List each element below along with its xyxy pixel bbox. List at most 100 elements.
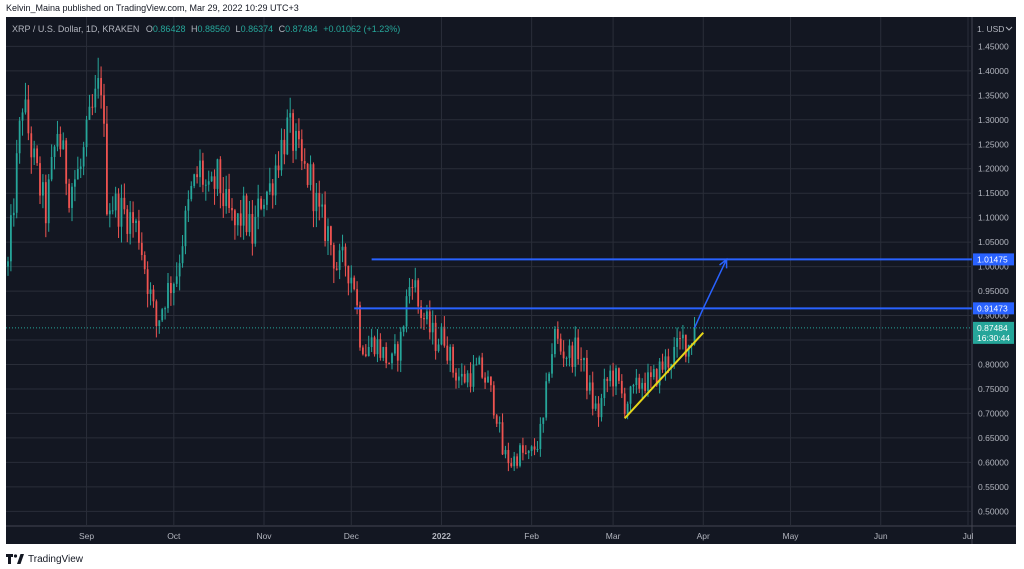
candle-body [655,369,658,386]
candle-body [132,212,134,224]
y-tick-label: 0.70000 [978,408,1009,418]
candle-body [513,456,516,467]
candle-body [254,216,257,244]
candle-body [324,204,326,242]
candle-body [268,183,271,192]
candle-body [91,106,94,108]
chart-frame[interactable]: 1.45000 1.40000 1.35000 1.30000 1.25000 1.200… [6,17,1016,544]
candle-body [495,415,498,424]
candle-body [216,159,219,189]
candle-body [492,385,495,416]
countdown-tag-text: 16:30:44 [977,333,1010,343]
candle-body [536,448,539,450]
candle-body [236,213,239,226]
candle-body [97,78,100,89]
candle-body [117,193,120,227]
candle-body [414,280,417,288]
candle-body [21,112,24,121]
x-tick-label: Apr [697,531,710,541]
chevron-down-icon[interactable] [1005,26,1013,31]
candle-body [76,168,79,180]
x-tick-label: 2022 [432,531,451,541]
candle-body [309,164,312,185]
candle-body [146,269,149,294]
candle-body [120,197,123,227]
candle-body [551,354,553,374]
candle-body [106,123,108,215]
candle-body [484,377,486,383]
candle-body [641,382,644,389]
y-tick-label: 0.95000 [978,286,1009,296]
y-tick-label: 0.55000 [978,482,1009,492]
candle-body [501,422,504,455]
candle-body [565,357,568,359]
candle-body [318,192,321,207]
currency-label-group[interactable]: 1. USD [977,24,1013,34]
y-tick-label: 0.80000 [978,359,1009,369]
candle-body [370,337,373,348]
candle-body [586,357,588,391]
candle-body [426,311,428,320]
candle-body [554,328,556,355]
candle-body [638,377,641,389]
candle-body [545,381,548,418]
candle-body [30,133,33,158]
candle-body [391,353,393,364]
candle-body [181,246,184,264]
candle-body [580,359,582,361]
price-axis[interactable]: 1.45000 1.40000 1.35000 1.30000 1.25000 1.200… [978,41,1009,516]
candle-body [437,344,440,351]
candle-body [539,423,542,449]
candle-body [24,99,27,113]
candle-body [548,373,550,382]
candle-body [303,161,306,164]
projection-path [693,259,728,329]
candle-body [167,282,169,309]
candle-body [228,189,230,208]
candle-body [344,246,347,266]
candle-body [510,463,513,467]
candle-body [222,193,225,207]
candle-body [408,287,411,297]
candle-body [199,160,201,178]
candle-body [603,378,606,399]
candle-body [373,337,376,355]
candlestick-chart[interactable]: 1.45000 1.40000 1.35000 1.30000 1.25000 1.200… [6,17,1016,544]
upper-level-tag [973,253,1014,266]
candle-body [135,220,137,224]
candle-body [356,289,358,306]
candle-body [161,309,164,321]
time-axis[interactable]: Sep Oct Nov Dec 2022 Feb Mar Apr May Jun Jul [79,531,974,541]
candle-body [394,344,396,354]
candle-body [129,212,132,234]
candle-body [556,328,559,339]
candle-body [693,327,696,345]
candle-body [7,261,9,267]
candle-body [618,368,620,381]
footer: TradingView [6,551,83,567]
candle-body [204,184,207,186]
candle-body [108,210,111,215]
candle-body [12,212,15,216]
candle-body [103,95,105,124]
candle-body [588,382,591,391]
candle-body [469,373,472,387]
x-tick-label: Nov [256,531,272,541]
candle-body [327,226,329,242]
candle-body [18,120,21,154]
candle-body [210,176,213,182]
candle-body [184,210,187,247]
y-tick-label: 1.35000 [978,90,1009,100]
candle-body [591,382,594,409]
candle-body [478,357,481,365]
candle-body [231,207,233,211]
candle-body [312,164,315,212]
candle-body [245,195,248,233]
candle-body [27,99,30,134]
candle-body [402,326,405,332]
candle-body [423,318,425,320]
candle-body [440,326,443,345]
ohlc-open-label: O [146,24,153,34]
y-tick-label: 1.00000 [978,262,1009,272]
candle-body [434,322,437,351]
